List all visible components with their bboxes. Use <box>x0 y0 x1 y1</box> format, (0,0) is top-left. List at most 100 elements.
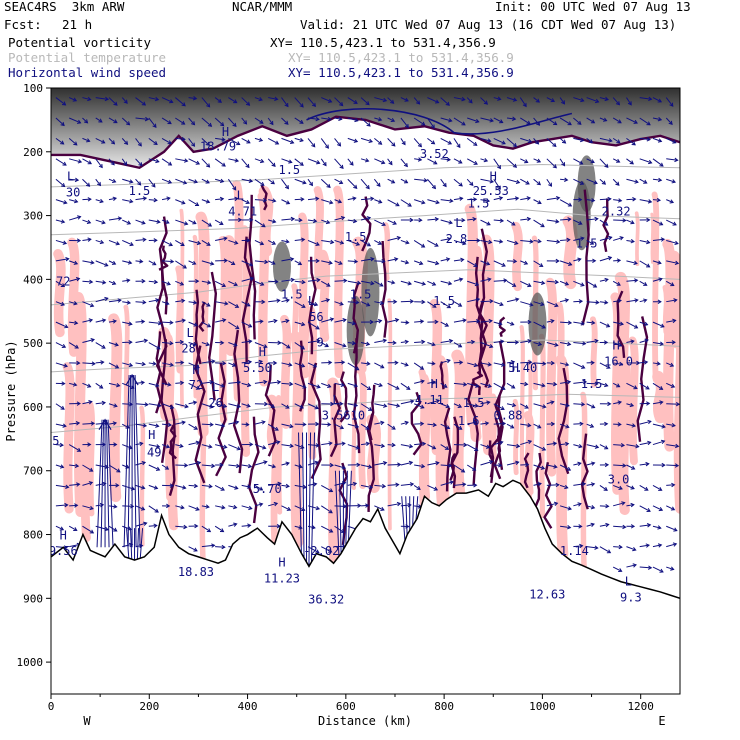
wind-vector <box>307 158 321 165</box>
wind-vector <box>546 360 555 366</box>
wind-vector <box>520 423 532 428</box>
x-end-right-label: E <box>658 714 665 728</box>
wind-vector <box>214 484 225 491</box>
wind-vector <box>414 217 423 223</box>
wind-vector <box>82 96 92 102</box>
wind-vector <box>546 258 560 264</box>
pv-fill-streak <box>300 297 310 379</box>
wind-vector <box>480 157 489 163</box>
contour-label: 30 <box>66 185 80 199</box>
wind-vector <box>148 279 159 285</box>
wind-vector <box>493 321 503 326</box>
wind-vector <box>413 97 421 105</box>
wind-vector <box>214 97 222 103</box>
vertical-wind-arrow <box>96 418 114 548</box>
pv-fill-streak <box>650 212 655 264</box>
y-tick-label: 600 <box>23 401 43 414</box>
wind-vector <box>241 339 253 344</box>
wind-vector <box>520 338 532 344</box>
wind-vector <box>320 158 327 167</box>
wind-vector <box>82 442 92 447</box>
wind-vector <box>201 484 213 489</box>
wind-vector <box>586 300 600 305</box>
wind-vector <box>188 440 201 446</box>
wind-vector <box>639 321 649 326</box>
wind-vector <box>321 298 331 303</box>
wind-vector <box>427 461 440 466</box>
wind-vector <box>307 239 320 247</box>
wind-vector <box>108 342 119 347</box>
x-tick-label: 1200 <box>627 700 654 713</box>
wind-vector <box>69 382 78 387</box>
wind-vector <box>573 341 587 346</box>
wind-vector <box>254 240 265 246</box>
pv-fill-streak <box>511 221 523 292</box>
wind-vector <box>652 382 664 390</box>
wind-vector <box>652 299 662 304</box>
wind-vector <box>666 260 680 266</box>
wind-vector <box>467 280 480 287</box>
wind-vector <box>148 117 157 128</box>
wind-vector <box>82 464 94 472</box>
wind-vector <box>108 196 118 201</box>
wind-vector <box>215 258 229 263</box>
wind-vector <box>281 158 293 164</box>
wind-vector <box>546 318 555 324</box>
wind-vector <box>188 460 202 466</box>
contour-label: L <box>625 575 632 589</box>
wind-vector <box>414 178 428 183</box>
wind-vector <box>55 403 65 410</box>
wind-vector <box>639 178 648 184</box>
wind-vector <box>68 117 82 124</box>
wind-vector <box>507 340 520 345</box>
wind-vector <box>281 239 290 244</box>
wind-vector <box>613 400 623 405</box>
wind-vector <box>453 217 466 223</box>
wind-vector <box>228 484 239 490</box>
wind-vector <box>55 321 69 329</box>
wind-vector <box>467 319 481 324</box>
wind-vector <box>506 239 519 245</box>
wind-vector <box>281 461 290 466</box>
wind-vector <box>666 423 676 428</box>
wind-vector <box>573 137 585 143</box>
wind-vector <box>546 301 559 308</box>
contour-label: H <box>512 361 519 375</box>
wind-vector <box>254 359 263 365</box>
wind-vector <box>228 380 242 385</box>
wind-vector <box>573 362 586 369</box>
wind-vector <box>414 379 425 384</box>
wind-vector <box>95 96 110 102</box>
wind-vector <box>506 196 520 201</box>
wind-vector <box>613 218 627 223</box>
wind-vector <box>613 198 623 203</box>
wind-vector <box>652 237 666 242</box>
wind-vector <box>215 423 226 428</box>
wind-vector <box>546 178 553 187</box>
pv-fill-streak <box>192 234 199 399</box>
wind-vector <box>121 158 128 166</box>
stratosphere-pv-shading <box>51 88 680 168</box>
pv-contour <box>477 228 488 367</box>
wind-vector <box>440 257 451 262</box>
wind-vector <box>400 239 410 245</box>
wind-vector <box>321 116 332 122</box>
wind-vector <box>360 117 371 127</box>
wind-vector <box>599 462 610 468</box>
wind-vector <box>427 217 440 222</box>
wind-vector <box>480 444 491 449</box>
wind-vector <box>241 523 252 528</box>
wind-vector <box>360 97 370 106</box>
wind-vector <box>666 137 677 144</box>
wind-vector <box>95 239 105 245</box>
contour-label: H <box>490 169 497 183</box>
wind-vector <box>241 137 251 144</box>
wind-vector <box>228 260 236 265</box>
wind-vector <box>268 298 281 303</box>
wind-vector <box>175 136 186 142</box>
wind-vector <box>188 219 197 225</box>
wind-vector <box>453 277 464 282</box>
wind-vector <box>626 402 635 408</box>
wind-vector <box>560 320 573 325</box>
wind-vector <box>520 137 533 144</box>
